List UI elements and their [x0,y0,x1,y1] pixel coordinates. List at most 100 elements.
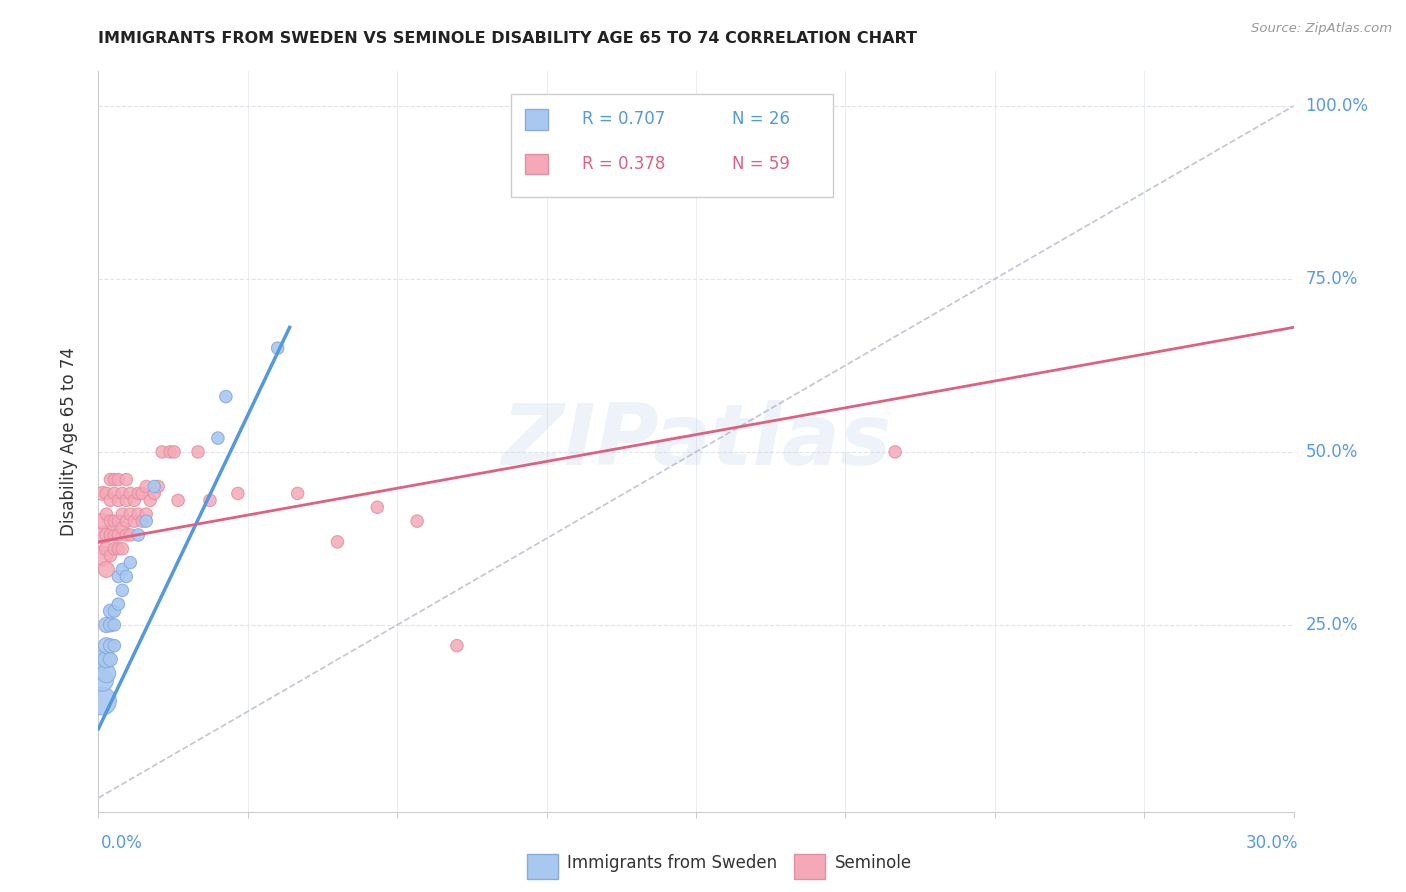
Point [143,486,166,500]
Text: R = 0.378: R = 0.378 [582,155,666,173]
Point [131,514,153,528]
Point [127,507,149,521]
Point [115,528,138,542]
Point [167,493,190,508]
Point [366,500,388,515]
Point [148,479,170,493]
Point [96,528,118,542]
Point [884,445,907,459]
Point [96,563,118,577]
Point [107,569,129,583]
Point [111,521,134,535]
Point [98,528,122,542]
Point [111,563,134,577]
Point [143,479,166,493]
Point [124,514,146,528]
Point [207,431,229,445]
Point [120,486,142,500]
Point [115,569,138,583]
Point [103,639,125,653]
Point [107,528,129,542]
Point [187,445,209,459]
Text: ZIPatlas: ZIPatlas [501,400,891,483]
Point [446,639,468,653]
Point [98,514,122,528]
Text: Source: ZipAtlas.com: Source: ZipAtlas.com [1251,22,1392,36]
Point [96,541,118,556]
Text: 25.0%: 25.0% [1305,615,1358,634]
Point [287,486,309,500]
Point [107,541,129,556]
Point [107,514,129,528]
Point [96,639,118,653]
Point [103,618,125,632]
Point [326,534,349,549]
Point [111,507,134,521]
Text: 75.0%: 75.0% [1305,270,1358,288]
Point [215,390,238,404]
Point [96,507,118,521]
Point [107,597,129,611]
Point [103,486,125,500]
Point [91,694,114,708]
Text: 100.0%: 100.0% [1305,97,1368,115]
Point [111,486,134,500]
Point [107,493,129,508]
Text: 0.0%: 0.0% [101,834,143,852]
Point [115,514,138,528]
Point [98,652,122,666]
Point [139,493,162,508]
FancyBboxPatch shape [524,109,548,130]
Point [91,549,114,563]
Point [159,445,181,459]
Point [135,507,157,521]
Point [111,541,134,556]
Point [120,556,142,570]
Point [96,652,118,666]
Point [91,486,114,500]
Point [91,652,114,666]
Point [96,486,118,500]
Point [107,473,129,487]
Point [98,549,122,563]
Point [91,528,114,542]
Text: Immigrants from Sweden: Immigrants from Sweden [567,855,776,872]
Point [103,528,125,542]
Point [131,486,153,500]
Point [96,666,118,681]
Point [226,486,249,500]
Point [163,445,186,459]
Point [198,493,221,508]
Point [103,541,125,556]
Point [91,514,114,528]
Point [98,604,122,618]
Point [150,445,173,459]
Point [135,514,157,528]
Point [91,673,114,688]
Text: N = 26: N = 26 [733,111,790,128]
Point [115,493,138,508]
Point [127,528,149,542]
Point [98,493,122,508]
Text: IMMIGRANTS FROM SWEDEN VS SEMINOLE DISABILITY AGE 65 TO 74 CORRELATION CHART: IMMIGRANTS FROM SWEDEN VS SEMINOLE DISAB… [98,31,918,46]
Point [115,473,138,487]
Text: 50.0%: 50.0% [1305,443,1358,461]
Point [103,473,125,487]
Point [103,514,125,528]
Text: 30.0%: 30.0% [1246,834,1298,852]
FancyBboxPatch shape [510,94,834,197]
Point [127,486,149,500]
Point [98,618,122,632]
Point [120,507,142,521]
Point [96,618,118,632]
FancyBboxPatch shape [524,153,548,174]
Text: R = 0.707: R = 0.707 [582,111,665,128]
Point [98,639,122,653]
Text: Seminole: Seminole [835,855,912,872]
Point [98,473,122,487]
Point [103,604,125,618]
Point [111,583,134,598]
Point [120,528,142,542]
Point [406,514,429,528]
Point [135,479,157,493]
